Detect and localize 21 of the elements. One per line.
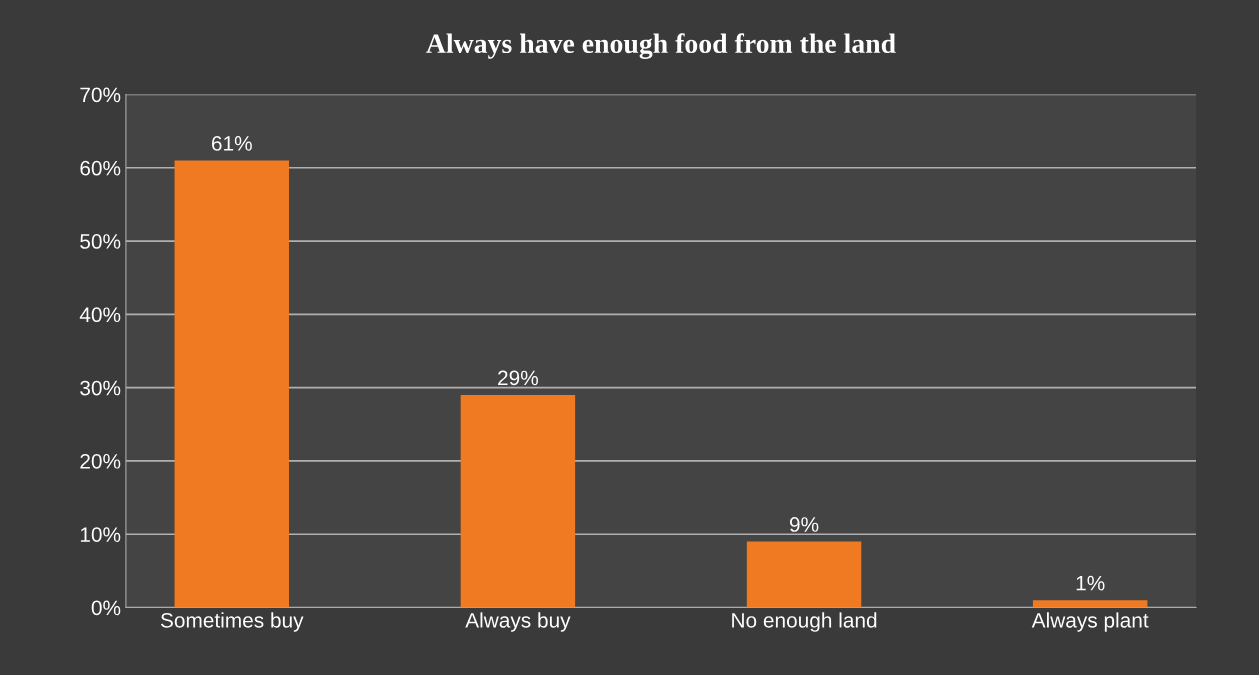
y-tick-label: 40% [79,307,121,323]
y-tick-label: 0% [91,600,121,616]
y-tick-label: 50% [80,234,121,249]
bar [1032,600,1148,608]
bar [460,394,576,608]
x-tick-label: Sometimes buy [160,612,304,632]
data-label: 29% [498,370,539,386]
bar [174,160,289,608]
x-tick-label: No enough land [732,612,877,632]
y-tick-label: 20% [80,453,121,469]
chart-title: Always have enough food from the land [426,33,896,59]
bar [746,541,862,608]
x-tick-label: Always plant [1031,612,1149,632]
data-label: 61% [211,136,252,151]
y-tick-label: 60% [80,160,121,176]
data-label: 1% [1076,575,1105,591]
x-tick-label: Always buy [465,612,571,632]
data-label: 9% [789,517,819,532]
y-tick-label: 30% [80,380,121,396]
y-tick-label: 10% [80,527,121,542]
y-tick-label: 70% [80,87,121,103]
